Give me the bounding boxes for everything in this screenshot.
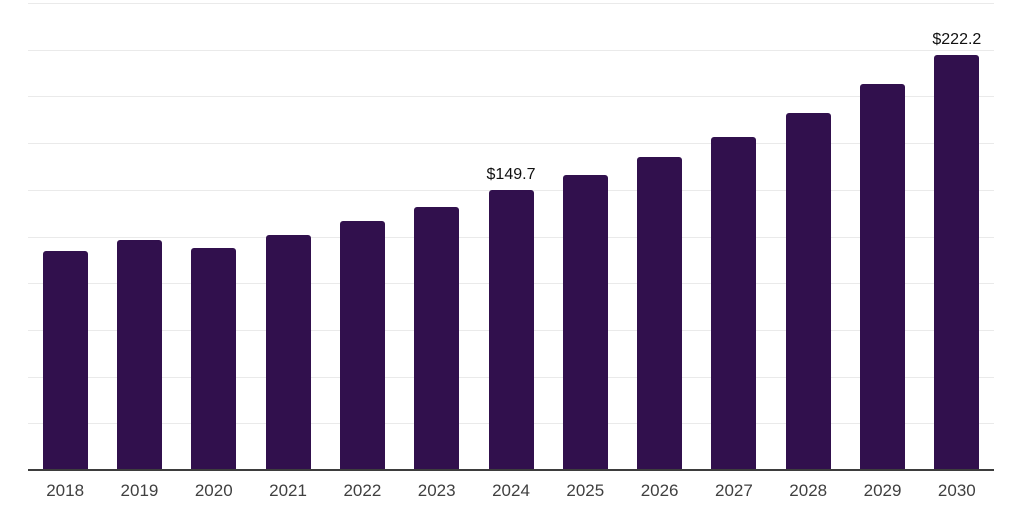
bar-2022 [339,221,385,470]
x-tick-label-2023: 2023 [417,481,456,500]
x-tick-label-2022: 2022 [343,481,382,500]
x-tick-label-2027: 2027 [715,481,753,500]
gridline [28,3,994,4]
x-tick-label-2021: 2021 [269,481,307,500]
bar-2018 [42,251,88,470]
data-label-2030: $222.2 [932,30,982,48]
gridline [28,189,994,191]
bar-2030 [934,54,980,470]
bar-2028 [785,112,831,470]
x-tick-label-2024: 2024 [492,481,530,500]
x-axis-labels: 2018 2019 2020 2021 2022 2023 2024 2025 2026 2027… [28,481,994,505]
bar-2026 [637,156,683,470]
x-tick-label-2025: 2025 [566,481,605,500]
gridline [28,143,994,145]
x-tick-label-2018: 2018 [46,481,85,500]
plot-area: $149.7 $222.2 [28,3,994,471]
bar-2021 [265,235,311,470]
gridline [28,96,994,98]
data-label-2024: $149.7 [486,166,536,184]
x-tick-label-2019: 2019 [120,481,159,500]
x-tick-label-2029: 2029 [863,481,902,500]
x-tick-label-2028: 2028 [789,481,828,500]
bar-2023 [414,207,460,470]
bar-2020 [191,247,237,470]
bar-2019 [116,240,162,470]
x-axis-line [28,469,994,471]
bar-2027 [711,136,757,470]
gridline [28,49,994,51]
x-tick-label-2030: 2030 [937,481,976,500]
x-tick-label-2026: 2026 [640,481,679,500]
bar-2024 [488,190,534,470]
x-tick-label-2020: 2020 [194,481,233,500]
bar-2025 [562,174,608,470]
bar-2029 [860,83,906,470]
